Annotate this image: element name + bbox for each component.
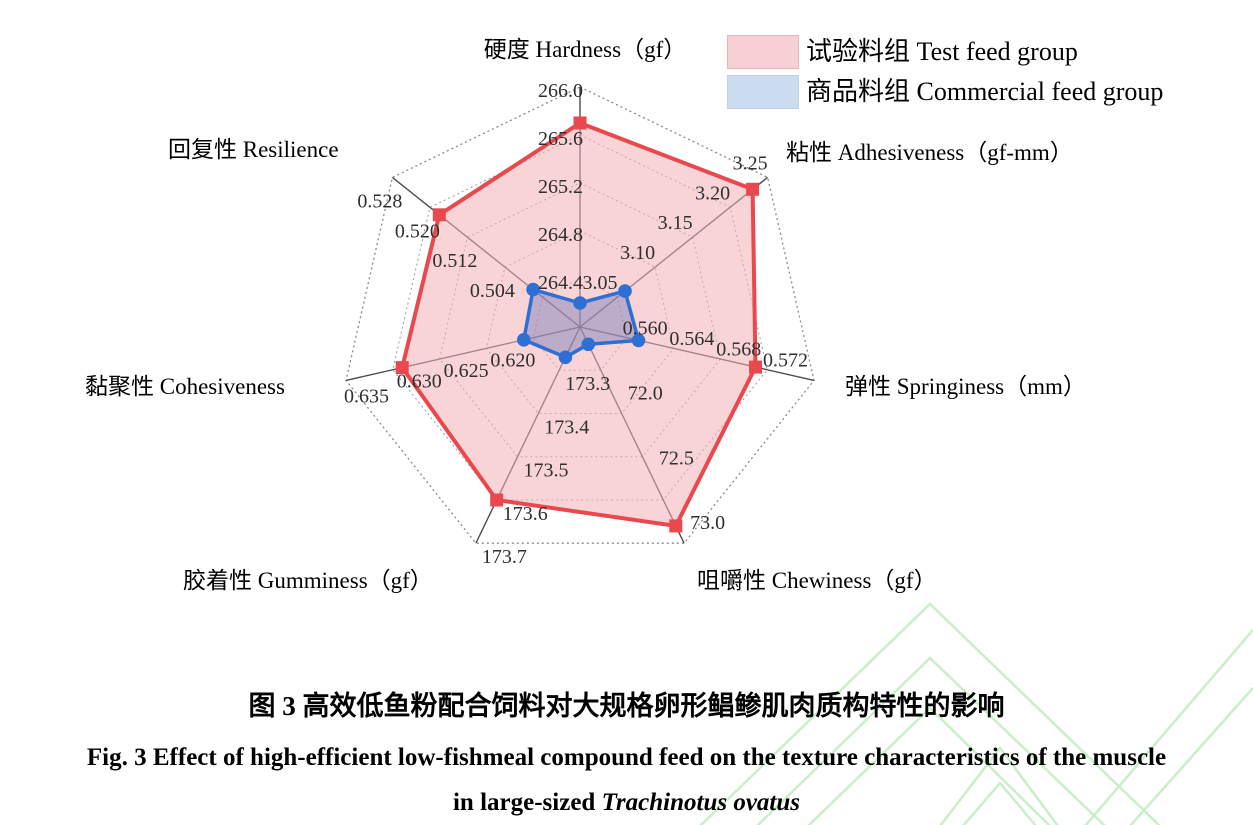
tick-label-cohesiveness-0.635: 0.635 [344, 385, 389, 407]
legend: 试验料组 Test feed group 商品料组 Commercial fee… [727, 34, 1163, 114]
tick-label-springiness-0.568: 0.568 [716, 339, 761, 361]
tick-label-chewiness-72.0: 72.0 [628, 383, 663, 405]
tick-label-hardness-264.8: 264.8 [538, 224, 583, 246]
tick-label-hardness-265.2: 265.2 [538, 176, 583, 198]
series-commercial-feed-marker-hardness [573, 296, 587, 310]
watermark-shape [1084, 629, 1253, 825]
tick-label-resilience-0.520: 0.520 [395, 220, 440, 242]
series-test-feed-marker-cohesiveness [395, 361, 409, 375]
tick-label-adhesiveness-3.10: 3.10 [620, 242, 655, 264]
legend-label: 试验料组 Test feed group [806, 36, 1078, 66]
tick-label-resilience-0.512: 0.512 [432, 250, 477, 272]
series-test-feed-marker-resilience [432, 208, 446, 222]
series-commercial-feed-area [522, 287, 641, 360]
tick-label-adhesiveness-3.20: 3.20 [695, 182, 730, 204]
caption-chinese: 图 3 高效低鱼粉配合饲料对大规格卵形鲳鲹肌肉质构特性的影响 [248, 691, 1005, 721]
axis-title-gumminess: 胶着性 Gumminess（gf） [183, 568, 433, 593]
tick-label-adhesiveness-3.05: 3.05 [583, 272, 618, 294]
series-commercial-feed-marker-chewiness [581, 337, 596, 352]
series-test-feed-marker-hardness [573, 116, 587, 130]
axis-title-cohesiveness: 黏聚性 Cohesiveness [85, 374, 285, 399]
tick-label-gumminess-173.3: 173.3 [565, 373, 610, 395]
axis-title-springiness: 弹性 Springiness（mm） [845, 374, 1086, 399]
legend-swatch [727, 34, 799, 69]
tick-label-hardness-266.0: 266.0 [538, 80, 583, 102]
axis-title-hardness: 硬度 Hardness（gf） [484, 37, 687, 62]
axis-title-resilience: 回复性 Resilience [168, 137, 339, 162]
tick-label-gumminess-173.5: 173.5 [524, 460, 569, 482]
series-test-feed-marker-chewiness [669, 519, 683, 533]
axis-title-adhesiveness: 粘性 Adhesiveness（gf-mm） [786, 140, 1073, 165]
series-test-feed [395, 116, 762, 533]
tick-label-gumminess-173.7: 173.7 [482, 546, 527, 568]
tick-label-adhesiveness-3.15: 3.15 [658, 212, 693, 234]
tick-label-resilience-0.504: 0.504 [470, 280, 515, 302]
watermark-shape [962, 781, 1037, 825]
caption-english-line1: Fig. 3 Effect of high-efficient low-fish… [86, 744, 1167, 771]
tick-label-cohesiveness-0.625: 0.625 [444, 360, 489, 382]
tick-label-chewiness-72.5: 72.5 [659, 447, 694, 469]
series-commercial-feed-marker-cohesiveness [517, 333, 531, 347]
watermark-shape [756, 656, 1106, 825]
tick-label-hardness-264.4: 264.4 [538, 272, 583, 294]
series-commercial-feed [517, 282, 646, 365]
species-name-italic: Trachinotus ovatus [601, 789, 801, 816]
tick-label-gumminess-173.6: 173.6 [503, 503, 548, 525]
series-commercial-feed-marker-adhesiveness [618, 284, 632, 298]
series-commercial-feed-marker-springiness [631, 333, 646, 348]
tick-label-gumminess-173.4: 173.4 [544, 417, 589, 439]
caption-english-line2: in large-sized Trachinotus ovatus [0, 789, 1253, 817]
series-test-feed-marker-springiness [749, 360, 762, 374]
legend-item-commercial-feed: 商品料组 Commercial feed group [727, 74, 1163, 109]
watermark-shape [1129, 687, 1253, 825]
tick-label-springiness-0.560: 0.560 [623, 317, 668, 339]
legend-swatch [727, 74, 799, 109]
legend-item-test-feed: 试验料组 Test feed group [727, 34, 1163, 69]
watermark-shape [699, 602, 1161, 825]
tick-label-hardness-265.6: 265.6 [538, 128, 583, 150]
caption-english-prefix: in large-sized [452, 789, 602, 816]
series-commercial-feed-marker-gumminess [558, 350, 573, 365]
series-commercial-feed-marker-resilience [526, 282, 540, 297]
watermark [699, 602, 1253, 825]
tick-label-cohesiveness-0.620: 0.620 [490, 349, 535, 371]
tick-label-chewiness-73.0: 73.0 [690, 512, 725, 534]
watermark-shape [939, 745, 1059, 825]
tick-label-springiness-0.564: 0.564 [669, 328, 714, 350]
axis-title-chewiness: 咀嚼性 Chewiness（gf） [697, 568, 937, 593]
series-test-feed-marker-adhesiveness [746, 182, 760, 196]
tick-label-resilience-0.528: 0.528 [357, 190, 402, 212]
tick-label-springiness-0.572: 0.572 [763, 349, 808, 371]
series-test-feed-area [400, 121, 758, 528]
tick-label-adhesiveness-3.25: 3.25 [733, 152, 768, 174]
legend-label: 商品料组 Commercial feed group [806, 76, 1164, 106]
grid-ring [392, 134, 768, 501]
watermark-shape [807, 706, 1051, 825]
tick-label-cohesiveness-0.630: 0.630 [397, 371, 442, 393]
tick-labels: 264.4264.8265.2265.6266.03.053.103.153.2… [344, 80, 808, 568]
series-test-feed-marker-gumminess [490, 493, 504, 507]
